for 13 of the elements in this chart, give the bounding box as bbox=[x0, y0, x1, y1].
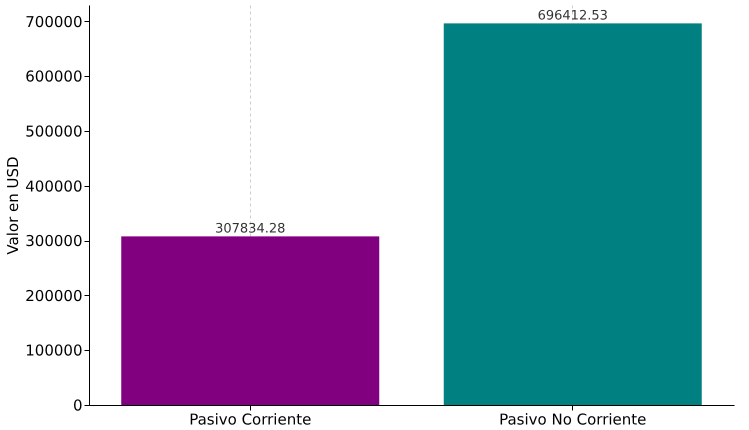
y-tick-label: 0 bbox=[72, 396, 82, 414]
x-tick-label: Pasivo Corriente bbox=[189, 410, 312, 428]
y-tick-label: 600000 bbox=[25, 68, 82, 86]
y-tick-label: 700000 bbox=[25, 12, 82, 31]
y-tick-label: 500000 bbox=[25, 122, 82, 141]
y-tick-label: 200000 bbox=[25, 286, 82, 305]
data-label: 307834.28 bbox=[215, 221, 286, 236]
data-label: 696412.53 bbox=[538, 8, 608, 24]
y-axis-title: Valor en USD bbox=[4, 156, 22, 255]
y-tick-label: 300000 bbox=[25, 232, 82, 250]
y-tick-label: 400000 bbox=[25, 177, 82, 196]
y-tick-label: 100000 bbox=[25, 342, 82, 360]
x-tick-label: Pasivo No Corriente bbox=[499, 410, 646, 428]
